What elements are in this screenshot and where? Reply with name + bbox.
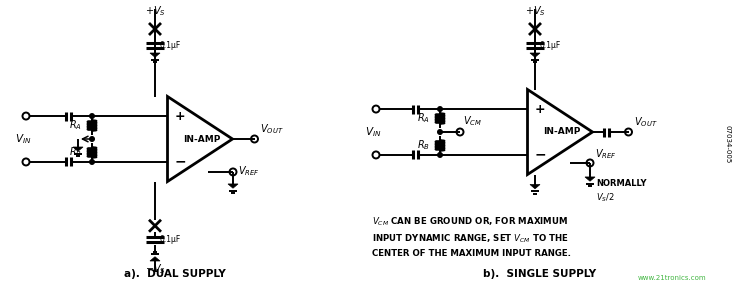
Text: b).  SINGLE SUPPLY: b). SINGLE SUPPLY [483,269,597,279]
Circle shape [438,153,442,157]
Circle shape [438,107,442,111]
Text: −: − [174,154,186,168]
Text: $V_{REF}$: $V_{REF}$ [595,147,616,161]
Text: $+V_S$: $+V_S$ [525,4,545,18]
Polygon shape [168,96,233,181]
Text: 0.1μF: 0.1μF [160,40,182,49]
Text: IN-AMP: IN-AMP [183,135,220,144]
Text: www.21tronics.com: www.21tronics.com [638,275,706,281]
Polygon shape [150,257,160,261]
Polygon shape [528,90,592,174]
Circle shape [90,114,94,118]
Text: $V_{IN}$: $V_{IN}$ [15,132,31,146]
Text: $V_{OUT}$: $V_{OUT}$ [633,115,657,129]
Text: IN-AMP: IN-AMP [543,127,580,137]
Text: NORMALLY
$V_S/2$: NORMALLY $V_S/2$ [596,179,646,204]
Polygon shape [530,185,540,189]
Text: $R_B$: $R_B$ [69,146,82,159]
Polygon shape [228,184,238,188]
Text: $R_A$: $R_A$ [69,119,82,132]
Polygon shape [73,147,83,151]
Circle shape [90,160,94,164]
Text: $R_A$: $R_A$ [417,112,430,125]
Text: +: + [534,103,545,116]
Text: $R_B$: $R_B$ [417,139,430,152]
Polygon shape [530,53,540,57]
Text: $V_{IN}$: $V_{IN}$ [365,125,381,139]
Text: $V_{CM}$: $V_{CM}$ [463,114,482,128]
Text: $+V_S$: $+V_S$ [144,4,165,18]
Text: 0.1μF: 0.1μF [160,235,182,244]
Text: $-V_S$: $-V_S$ [144,262,165,276]
Text: +: + [174,110,185,123]
Text: $V_{OUT}$: $V_{OUT}$ [260,122,283,136]
Polygon shape [150,53,160,57]
Text: 07034-005: 07034-005 [724,125,730,163]
Text: 0.1μF: 0.1μF [540,40,561,49]
Circle shape [90,137,94,141]
Text: $V_{REF}$: $V_{REF}$ [238,164,260,178]
Polygon shape [585,177,595,181]
Circle shape [438,130,442,134]
Text: −: − [534,147,546,161]
Text: $V_{CM}$ CAN BE GROUND OR, FOR MAXIMUM
INPUT DYNAMIC RANGE, SET $V_{CM}$ TO THE
: $V_{CM}$ CAN BE GROUND OR, FOR MAXIMUM I… [372,215,571,258]
Text: a).  DUAL SUPPLY: a). DUAL SUPPLY [124,269,226,279]
